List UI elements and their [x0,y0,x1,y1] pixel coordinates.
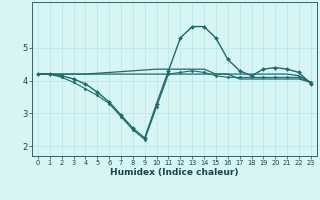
X-axis label: Humidex (Indice chaleur): Humidex (Indice chaleur) [110,168,239,177]
